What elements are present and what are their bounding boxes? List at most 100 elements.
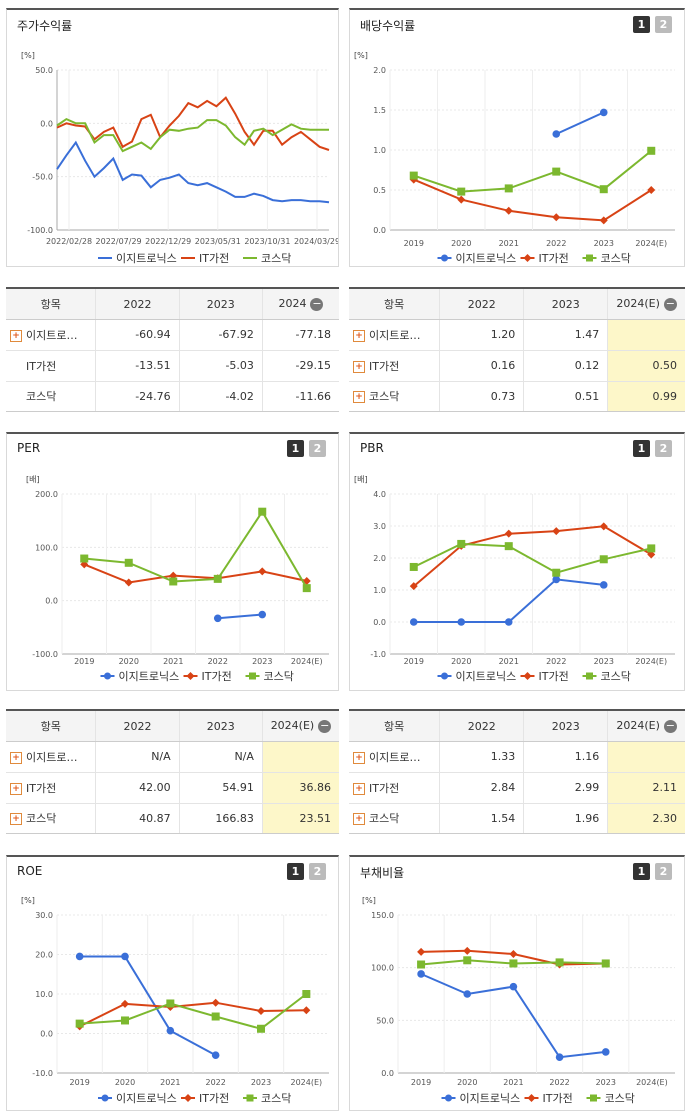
series-line-eas [413, 578, 604, 623]
pbr-chart: [배] 4.0 3.0 2.0 1.0 0.0 -1.0 2019 2020 2021 2022 20… [354, 475, 675, 683]
y-tick-label: 20.0 [35, 951, 53, 960]
expand-icon[interactable]: + [353, 751, 365, 764]
data-point-eas [417, 970, 425, 978]
data-point-kosdaq [121, 1016, 129, 1025]
data-point-kosdaq [302, 990, 311, 998]
column-header-label: 항목 [383, 720, 405, 733]
page-1-button[interactable]: 1 [633, 863, 650, 880]
series-line-kosdaq [84, 509, 308, 589]
legend-marker-eas [441, 672, 448, 680]
page-2-button[interactable]: 2 [309, 440, 326, 457]
data-point-kosdaq [80, 554, 89, 563]
column-header: 2023 [178, 711, 263, 742]
data-point-kosdaq [504, 184, 513, 193]
expand-icon[interactable]: + [10, 782, 22, 795]
legend-marker-it [527, 1094, 536, 1102]
page-1-button[interactable]: 1 [633, 16, 650, 33]
table-row: + 이지트로… 1.20 1.47 [349, 319, 685, 351]
expand-icon[interactable]: + [353, 329, 365, 342]
legend-label-kosdaq: 코스닥 [605, 1092, 635, 1105]
y-tick-label: 0.0 [40, 1030, 53, 1039]
y-tick-label: 0.0 [373, 618, 386, 627]
data-point-kosdaq [213, 574, 222, 583]
page-2-button[interactable]: 2 [655, 863, 672, 880]
legend-marker-kosdaq [590, 1094, 597, 1102]
page-2-button[interactable]: 2 [309, 863, 326, 880]
column-header-label: 2022 [467, 719, 496, 733]
table-cell: 1.54 [439, 802, 524, 833]
table-cell: -24.76 [95, 380, 180, 411]
table-row: + 이지트로… N/A N/A [6, 741, 339, 773]
dividend-yield-chart: [%] 2.0 1.5 1.0 0.5 0.0 2019 2020 2021 2022 2023 20… [354, 51, 675, 265]
data-point-it [302, 1006, 311, 1015]
y-tick-label: 100.0 [371, 964, 394, 973]
column-header-label: 2023 [551, 297, 580, 311]
series-line-eas [217, 613, 263, 620]
column-header: 2022 [439, 289, 524, 320]
column-header-label: 항목 [40, 720, 61, 733]
data-point-kosdaq [409, 562, 418, 571]
expand-icon[interactable]: + [353, 813, 365, 826]
table-cell: 0.73 [439, 380, 524, 411]
x-tick-label: 2020 [451, 239, 471, 248]
data-point-it [504, 206, 513, 215]
x-tick-label: 2023 [594, 239, 614, 248]
data-point-kosdaq [211, 1012, 220, 1021]
y-tick-label: -100.0 [32, 650, 58, 659]
column-header-label: 2022 [123, 297, 152, 311]
panel-title: PBR [360, 441, 384, 455]
x-tick-label: 2020 [115, 1078, 135, 1087]
legend-label-kosdaq: 코스닥 [601, 670, 631, 683]
collapse-icon[interactable]: − [663, 296, 677, 311]
y-unit-label: [%] [21, 896, 35, 905]
y-tick-label: -1.0 [370, 650, 386, 659]
expand-icon[interactable]: + [353, 360, 365, 373]
page-1-button[interactable]: 1 [633, 440, 650, 457]
series-eas [417, 970, 610, 1061]
page-2-button[interactable]: 2 [655, 16, 672, 33]
y-tick-label: 10.0 [35, 990, 53, 999]
row-label-cell: + IT가전 [349, 349, 440, 382]
expand-icon[interactable]: + [10, 813, 22, 826]
expand-icon[interactable]: + [10, 329, 22, 342]
column-header: 항목 [6, 289, 96, 320]
page-1-button[interactable]: 1 [287, 863, 304, 880]
data-point-kosdaq [409, 171, 418, 180]
data-point-eas [258, 610, 267, 619]
data-point-it [124, 578, 133, 587]
page-2-button[interactable]: 2 [655, 440, 672, 457]
data-point-it [257, 1006, 265, 1015]
y-tick-label: 3.0 [373, 522, 386, 531]
series-line-eas [56, 140, 330, 204]
expand-icon[interactable]: + [10, 751, 22, 764]
y-tick-label: 1.0 [373, 146, 386, 155]
page-1-button[interactable]: 1 [287, 440, 304, 457]
y-tick-label: 150.0 [371, 911, 394, 920]
row-label-cell: + 코스닥 [6, 802, 96, 833]
y-tick-label: 2.0 [373, 66, 386, 75]
collapse-icon[interactable]: − [318, 718, 332, 733]
table-row: + 코스닥 40.87 166.83 23.51 [6, 802, 339, 833]
expand-icon[interactable]: + [353, 391, 365, 404]
legend-label-kosdaq: 코스닥 [261, 1092, 291, 1105]
table-cell: 23.51 [261, 802, 339, 833]
collapse-icon[interactable]: − [310, 296, 324, 311]
column-header: 2023 [523, 711, 608, 742]
row-label: IT가전 [26, 781, 57, 795]
series-kosdaq [409, 146, 656, 196]
collapse-icon[interactable]: − [663, 718, 677, 733]
table-cell: 36.86 [261, 771, 339, 804]
x-tick-label: 2022 [546, 239, 566, 248]
table-cell: -4.02 [178, 380, 263, 411]
data-point-kosdaq [509, 959, 518, 968]
expand-icon[interactable]: + [353, 782, 365, 795]
table-row: + IT가전 0.16 0.12 0.50 [349, 349, 685, 382]
data-point-kosdaq [647, 146, 656, 155]
legend-label-kosdaq: 코스닥 [264, 670, 294, 683]
x-tick-label: 2024/03/29 [294, 237, 338, 246]
row-label-cell: IT가전 [6, 349, 96, 382]
column-header: 2024(E) − [607, 711, 685, 742]
x-tick-label: 2020 [451, 657, 471, 666]
data-point-kosdaq [601, 959, 610, 968]
series-line-kosdaq [79, 993, 307, 1030]
